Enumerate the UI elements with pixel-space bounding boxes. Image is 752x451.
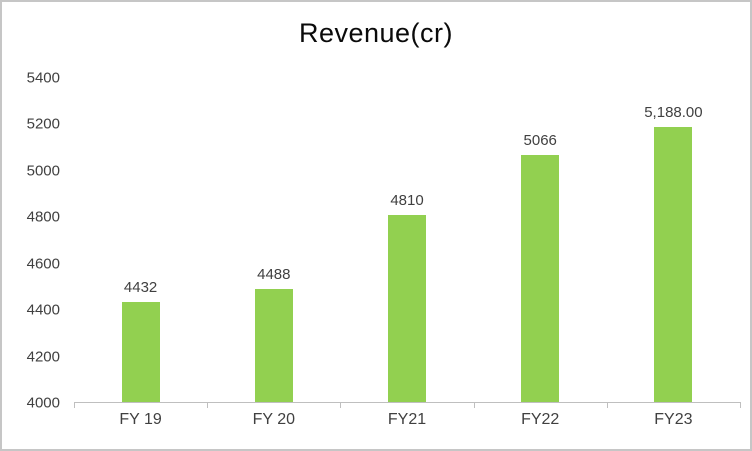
x-category-label: FY23 [654, 411, 693, 428]
x-axis-tick [74, 402, 75, 408]
x-category-label: FY21 [387, 411, 427, 428]
y-axis: 4000 4200 4400 4600 4800 5000 5200 5400 [2, 71, 64, 411]
x-axis-tick [473, 402, 475, 408]
x-axis-tick [207, 402, 209, 408]
bar-group: 5066 [474, 78, 607, 402]
bar [254, 289, 293, 402]
bar-value-label: 4810 [390, 191, 424, 209]
bar-group: 5,188.00 [607, 78, 740, 402]
plot-area: 4432 4488 4810 5066 5,188.00 FY 19 FY 20 FY21 F… [74, 78, 741, 428]
y-tick-label: 5000 [26, 162, 60, 180]
y-tick-label: 4600 [26, 255, 60, 273]
y-tick-label: 4800 [26, 208, 60, 226]
x-axis-tick [340, 402, 342, 408]
x-axis-labels: FY 19 FY 20 FY21 FY22 FY23 [74, 402, 740, 428]
x-category-label: FY22 [521, 411, 560, 428]
y-tick-label: 5200 [26, 115, 60, 133]
bar-group: 4810 [340, 78, 473, 402]
y-tick-label: 5400 [26, 69, 60, 87]
bars-area: 4432 4488 4810 5066 5,188.00 [74, 78, 740, 402]
y-tick-label: 4400 [26, 301, 60, 319]
bar [521, 155, 560, 402]
chart-title: Revenue(cr) [298, 18, 454, 48]
bar [121, 302, 160, 402]
bar-value-label: 5066 [523, 132, 557, 150]
x-axis-tick [606, 402, 608, 408]
y-tick-label: 4200 [26, 348, 60, 366]
x-category-label: FY 19 [119, 411, 162, 428]
bar-group: 4488 [207, 78, 340, 402]
bar-value-label: 4432 [123, 279, 158, 297]
x-axis-tick [740, 402, 741, 408]
x-category-label: FY 20 [252, 411, 295, 428]
bar-group: 4432 [74, 78, 207, 402]
bar-value-label: 5,188.00 [644, 104, 703, 122]
y-tick-label: 4000 [26, 394, 60, 412]
bar [654, 127, 693, 402]
bar-value-label: 4488 [257, 266, 291, 284]
bar [388, 214, 426, 402]
